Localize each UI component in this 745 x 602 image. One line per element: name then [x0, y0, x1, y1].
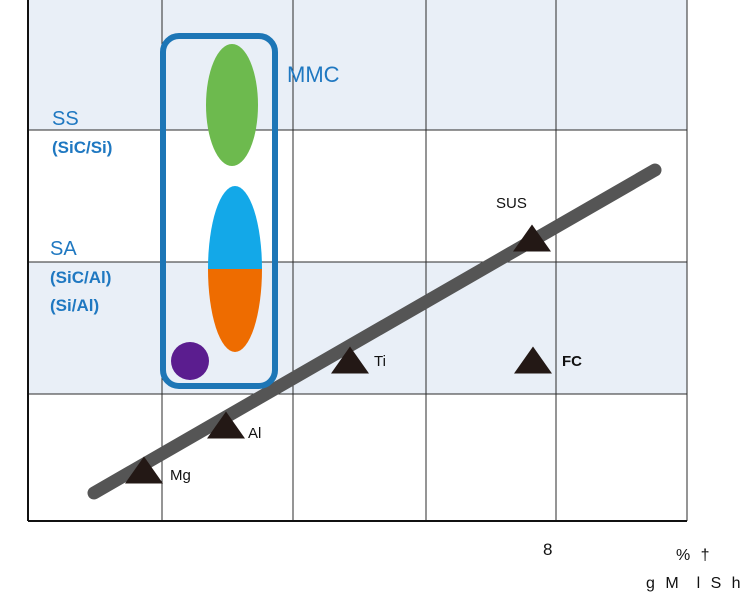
material-label-fc: FC — [562, 353, 582, 370]
x-axis-note-2: g M l S h — [646, 575, 744, 592]
mmc-box — [160, 33, 278, 389]
band-2 — [28, 262, 687, 394]
background-bands — [28, 0, 687, 521]
sa-subtitle-1: (SiC/Al) — [50, 268, 112, 287]
x-tick-label: 8 — [543, 540, 553, 559]
x-axis-note-1: % † — [676, 547, 713, 564]
sa-subtitle-2: (Si/Al) — [50, 296, 100, 315]
purple-dot — [171, 342, 209, 380]
material-label-mg: Mg — [170, 467, 191, 484]
sa-ellipse-bottom — [208, 269, 262, 352]
marker-ti — [331, 346, 369, 374]
material-markers — [125, 224, 552, 484]
marker-mg — [125, 456, 163, 484]
mmc-label: MMC — [287, 62, 340, 87]
material-label-al: Al — [248, 425, 262, 442]
ss-subtitle: (SiC/Si) — [52, 138, 113, 157]
band-1 — [28, 130, 687, 262]
material-label-ti: Ti — [374, 353, 386, 370]
marker-sus — [513, 224, 551, 252]
sa-title: SA — [50, 238, 77, 260]
material-label-sus: SUS — [496, 195, 527, 212]
mmc-group — [160, 33, 278, 389]
trend-line — [87, 163, 662, 500]
ss-ellipse — [206, 44, 258, 166]
marker-al — [207, 411, 245, 439]
band-3 — [28, 394, 687, 521]
grid-lines — [28, 0, 688, 521]
axes — [27, 0, 687, 522]
ss-title: SS — [52, 108, 79, 130]
marker-fc — [514, 346, 552, 374]
sa-ellipse-top — [208, 186, 262, 269]
band-0 — [28, 0, 687, 130]
